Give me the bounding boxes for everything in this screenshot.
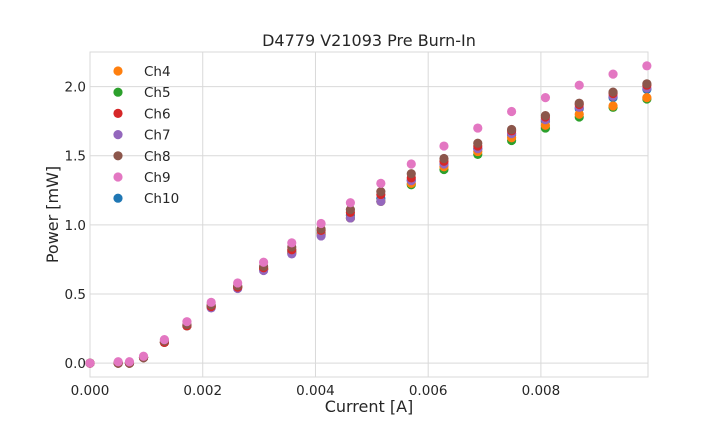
- data-point-ch9: [574, 80, 584, 90]
- y-tick-label: 1.5: [65, 149, 86, 165]
- legend-label: Ch8: [144, 149, 171, 165]
- data-point-ch8: [376, 187, 386, 197]
- data-point-ch4: [608, 101, 618, 111]
- legend-item-ch8: Ch8: [113, 149, 171, 165]
- data-point-ch9: [259, 257, 269, 267]
- data-point-ch9: [345, 198, 355, 208]
- legend-marker: [113, 66, 123, 76]
- legend-marker: [113, 108, 123, 118]
- data-point-ch8: [608, 87, 618, 97]
- data-point-ch9: [608, 69, 618, 79]
- x-tick-label: 0.004: [296, 383, 335, 399]
- legend-label: Ch4: [144, 64, 171, 80]
- legend-marker: [113, 151, 123, 161]
- data-point-ch4: [642, 93, 652, 103]
- legend-marker: [113, 193, 123, 203]
- legend-label: Ch6: [144, 106, 171, 122]
- data-point-ch9: [507, 106, 517, 117]
- data-point-ch9: [85, 358, 95, 368]
- legend-label: Ch7: [144, 128, 171, 144]
- series-ch9: [85, 61, 652, 368]
- data-point-ch9: [233, 278, 243, 288]
- data-point-ch8: [574, 98, 584, 108]
- legend-label: Ch10: [144, 191, 179, 207]
- x-tick-label: 0.000: [71, 383, 110, 399]
- data-point-ch9: [473, 123, 483, 133]
- grid-lines: [89, 52, 648, 377]
- legend: Ch4 Ch5 Ch6 Ch7 Ch8 Ch9 Ch10: [113, 64, 179, 207]
- y-axis-ticks: 0.0 0.5 1.0 1.5 2.0: [65, 80, 86, 373]
- data-point-ch9: [540, 93, 551, 103]
- legend-marker: [113, 172, 123, 182]
- y-tick-label: 0.0: [65, 356, 86, 372]
- data-point-ch9: [113, 357, 123, 367]
- data-point-ch8: [540, 111, 551, 121]
- legend-item-ch10: Ch10: [113, 191, 179, 207]
- legend-item-ch7: Ch7: [113, 128, 171, 144]
- x-axis-label: Current [A]: [325, 397, 414, 416]
- y-axis-label: Power [mW]: [43, 166, 62, 263]
- y-tick-label: 1.0: [65, 218, 86, 234]
- data-point-ch8: [439, 153, 449, 164]
- legend-marker: [113, 87, 123, 97]
- data-point-ch4: [574, 109, 584, 119]
- legend-marker: [113, 130, 123, 140]
- data-points: [85, 61, 652, 368]
- legend-item-ch5: Ch5: [113, 85, 171, 101]
- legend-item-ch4: Ch4: [113, 64, 171, 80]
- data-point-ch9: [159, 335, 169, 345]
- data-point-ch8: [345, 205, 355, 215]
- data-point-ch9: [439, 141, 449, 151]
- chart-title: D4779 V21093 Pre Burn-In: [262, 31, 476, 50]
- x-tick-label: 0.006: [409, 383, 448, 399]
- y-tick-label: 0.5: [65, 287, 86, 303]
- plot-area: [89, 51, 649, 378]
- data-point-ch9: [124, 357, 135, 367]
- y-tick-label: 2.0: [65, 80, 86, 96]
- data-point-ch9: [376, 178, 386, 188]
- data-point-ch9: [406, 159, 416, 169]
- data-point-ch9: [138, 351, 149, 361]
- data-point-ch8: [406, 169, 416, 179]
- legend-label: Ch9: [144, 170, 171, 186]
- data-point-ch9: [182, 317, 192, 327]
- data-point-ch8: [642, 79, 652, 89]
- data-point-ch9: [642, 61, 652, 71]
- x-tick-label: 0.002: [183, 383, 222, 399]
- data-point-ch8: [507, 124, 517, 135]
- data-point-ch9: [206, 297, 216, 307]
- legend-label: Ch5: [144, 85, 171, 101]
- data-point-ch7: [376, 196, 386, 206]
- data-point-ch9: [287, 238, 297, 248]
- x-axis-ticks: 0.000 0.002 0.004 0.006 0.008: [71, 383, 561, 399]
- data-point-ch9: [316, 218, 326, 229]
- legend-item-ch9: Ch9: [113, 170, 171, 186]
- x-tick-label: 0.008: [522, 383, 561, 399]
- data-point-ch8: [473, 138, 483, 148]
- legend-item-ch6: Ch6: [113, 106, 171, 122]
